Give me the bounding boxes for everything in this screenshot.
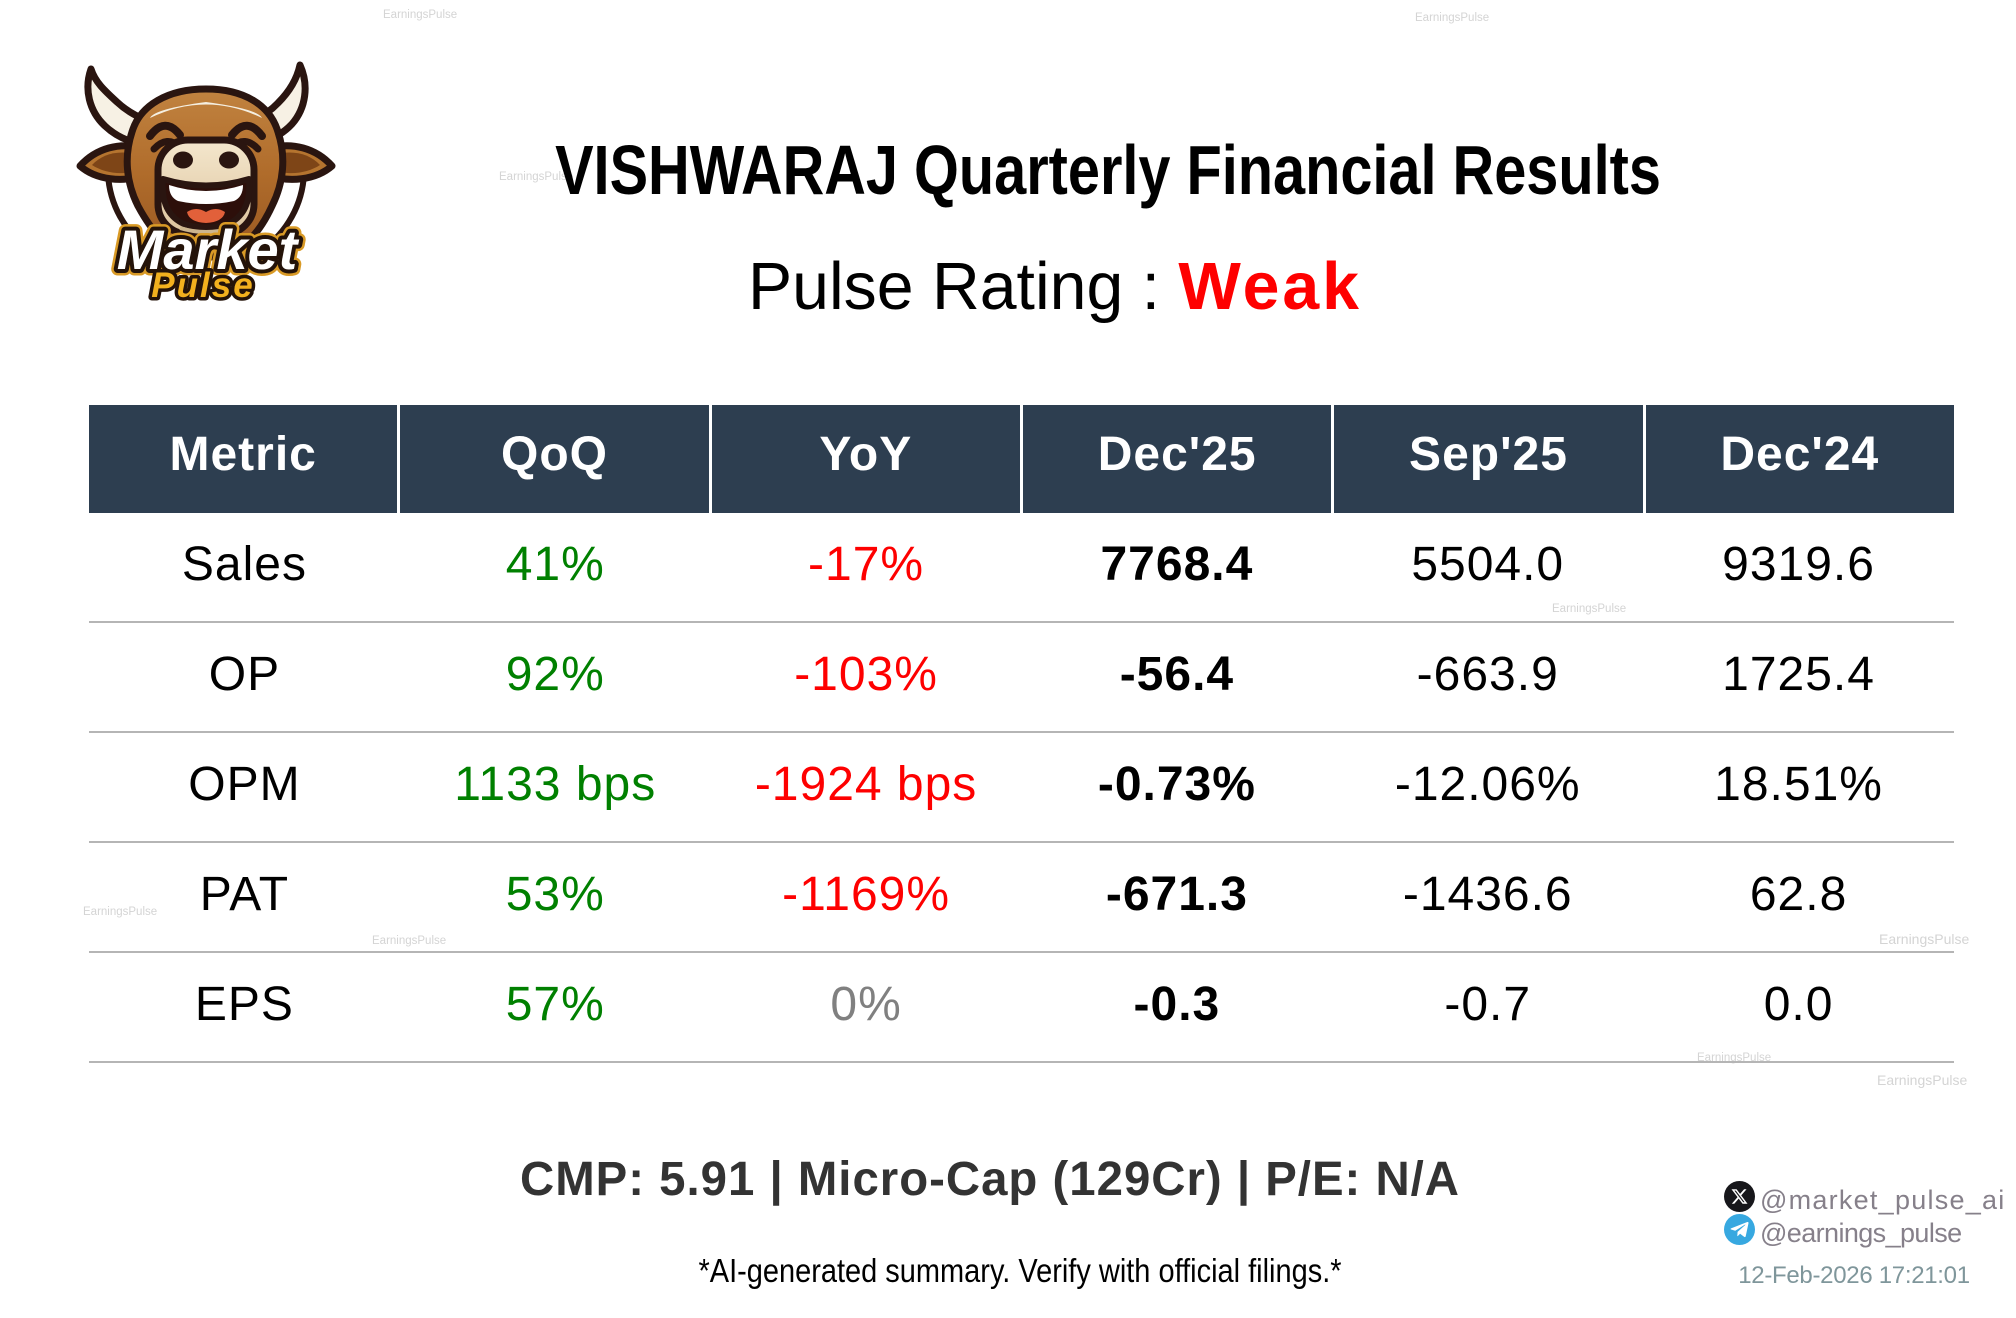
svg-text:Market: Market bbox=[117, 218, 300, 281]
svg-text:Pulse: Pulse bbox=[151, 266, 254, 305]
svg-text:Pulse: Pulse bbox=[151, 266, 254, 305]
svg-text:Market: Market bbox=[117, 218, 300, 281]
svg-text:Market: Market bbox=[117, 218, 300, 281]
